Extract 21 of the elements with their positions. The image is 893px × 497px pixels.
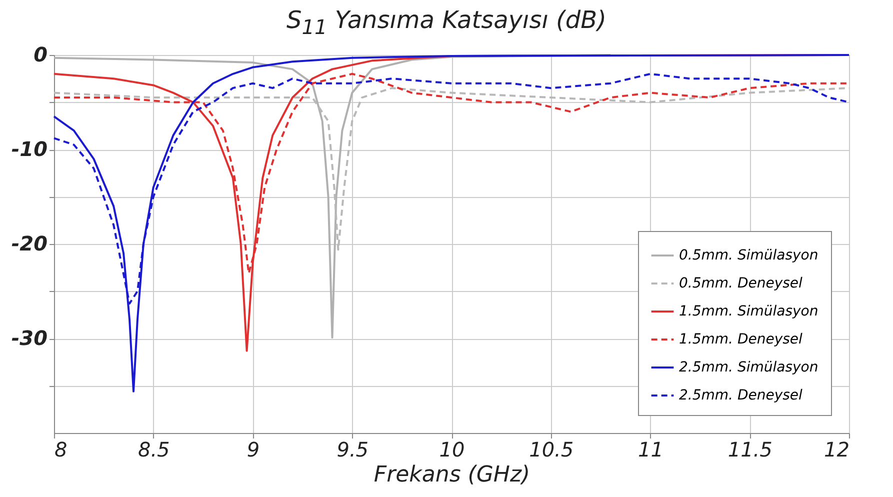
legend-label: 2.5mm. Simülasyon [679,360,818,376]
y-tick-label: 0 [34,42,48,66]
x-tick-label: 9 [246,438,260,462]
legend-label: 0.5mm. Deneysel [679,276,803,292]
x-tick-label: 10 [439,438,465,462]
y-tick-label: -20 [11,232,48,256]
x-tick-label: 11.5 [728,438,772,462]
x-tick-label: 9.5 [336,438,369,462]
x-tick-label: 8 [54,438,68,462]
y-tick-label: -30 [11,326,48,350]
x-tick-label: 12 [824,438,850,462]
legend-label: 1.5mm. Deneysel [679,332,803,348]
x-tick-label: 10.5 [529,438,574,462]
x-axis-title: Frekans (GHz) [374,462,530,488]
legend-label: 1.5mm. Simülasyon [679,304,818,320]
x-tick-label: 8.5 [138,438,170,462]
y-tick-label: -10 [11,137,48,161]
legend-label: 0.5mm. Simülasyon [679,248,818,264]
x-tick-label: 11 [638,438,664,462]
chart-title: S$_{11}$ Yansıma Katsayısı (dB) [286,5,608,40]
legend-label: 2.5mm. Deneysel [679,388,803,404]
